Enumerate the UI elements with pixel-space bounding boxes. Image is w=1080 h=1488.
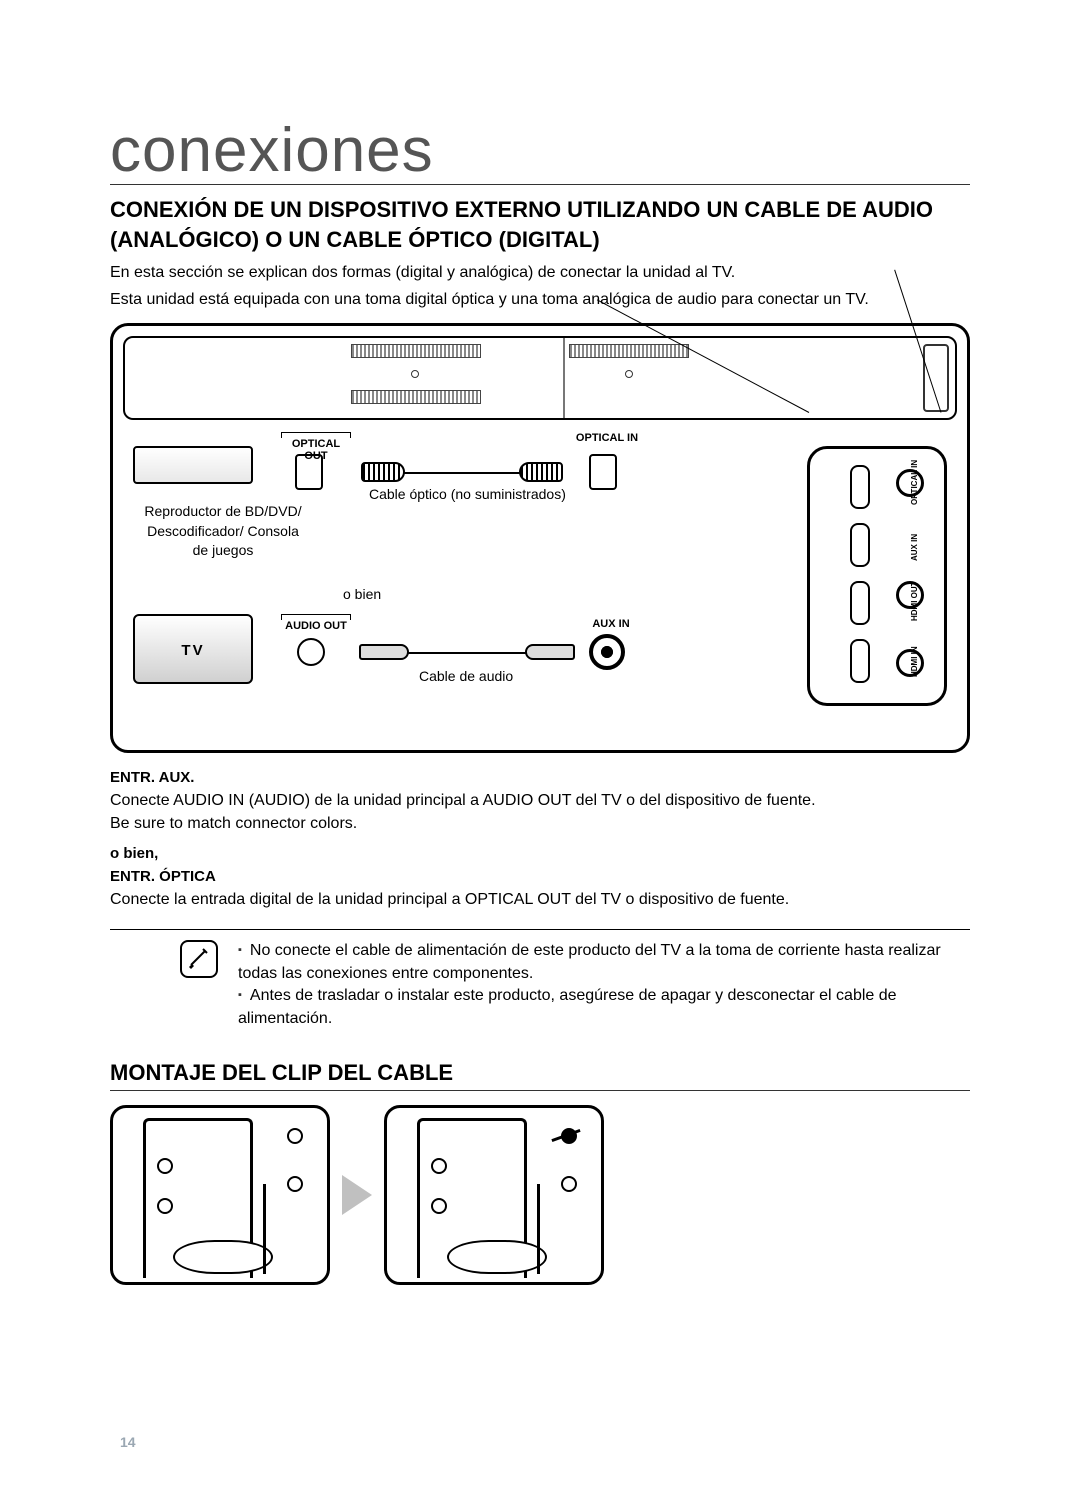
side-port-hdmi-out: HDMI OUT <box>910 582 919 622</box>
note-1: No conecte el cable de alimentación de e… <box>238 940 970 985</box>
diagram-or: o bien <box>343 586 381 602</box>
page-number: 14 <box>120 1434 136 1450</box>
clip-before <box>110 1105 330 1285</box>
notes-block: No conecte el cable de alimentación de e… <box>110 929 970 1030</box>
aux-line1: Conecte AUDIO IN (AUDIO) de la unidad pr… <box>110 790 970 812</box>
intro-line-1: En esta sección se explican dos formas (… <box>110 262 970 284</box>
optical-heading: ENTR. ÓPTICA <box>110 868 970 885</box>
soundbar-illustration <box>123 336 957 420</box>
arrow-icon <box>342 1175 372 1215</box>
note-icon <box>180 940 218 978</box>
clip-diagram-row <box>110 1105 970 1285</box>
page-header: conexiones <box>110 120 970 185</box>
audio-row: TV AUDIO OUT AUX IN Cable de audio <box>133 614 693 684</box>
aux-line2: Be sure to match connector colors. <box>110 813 970 835</box>
side-port-optical-in: OPTICAL IN <box>910 460 919 505</box>
tv-icon: TV <box>133 614 253 684</box>
side-port-hdmi-in: HDMI IN <box>910 646 919 677</box>
audio-out-label: AUDIO OUT <box>285 620 347 632</box>
intro-line-2: Esta unidad está equipada con una toma d… <box>110 289 970 311</box>
optical-row: OPTICAL OUT OPTICAL IN Cable óptico (no … <box>133 436 693 506</box>
instr-or: o bien, <box>110 845 970 862</box>
aux-heading: ENTR. AUX. <box>110 769 970 786</box>
source-device-label: Reproductor de BD/DVD/ Descodificador/ C… <box>143 502 303 561</box>
optical-line1: Conecte la entrada digital de la unidad … <box>110 889 970 911</box>
optical-cable-caption: Cable óptico (no suministrados) <box>369 486 566 502</box>
source-device-icon <box>133 446 253 484</box>
side-port-aux-in: AUX IN <box>910 534 919 561</box>
connection-diagram: OPTICAL IN AUX IN HDMI OUT HDMI IN OPTIC… <box>110 323 970 753</box>
section2-title: MONTAJE DEL CLIP DEL CABLE <box>110 1060 970 1091</box>
audio-cable-caption: Cable de audio <box>419 668 513 684</box>
note-2: Antes de trasladar o instalar este produ… <box>238 985 970 1030</box>
aux-in-label: AUX IN <box>581 618 641 630</box>
port-panel-callout: OPTICAL IN AUX IN HDMI OUT HDMI IN <box>747 446 967 726</box>
clip-after <box>384 1105 604 1285</box>
optical-in-label: OPTICAL IN <box>567 432 647 444</box>
section1-title: CONEXIÓN DE UN DISPOSITIVO EXTERNO UTILI… <box>110 195 970 254</box>
